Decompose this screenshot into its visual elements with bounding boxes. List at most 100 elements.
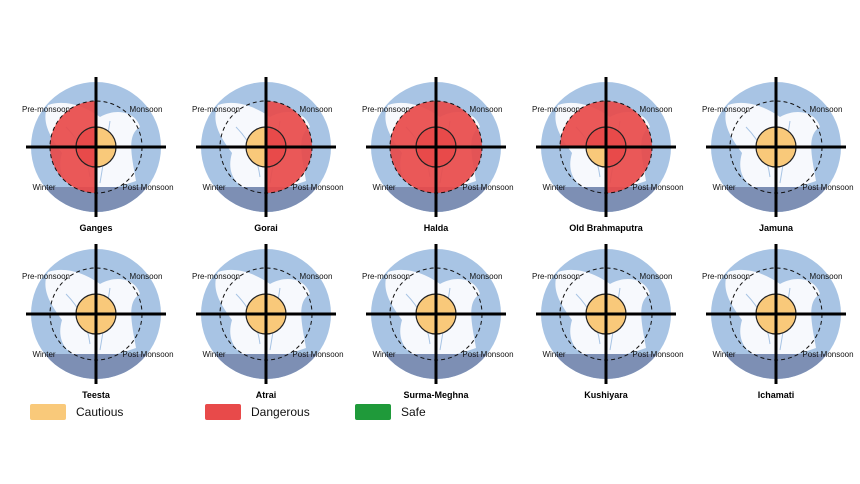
legend-item-cautious: Cautious — [30, 404, 123, 420]
panel-halda: Pre-monsoon Monsoon Winter Post Monsoon Hald… — [362, 77, 514, 233]
core-pre-monsoon — [246, 294, 266, 314]
river-name-halda: Halda — [424, 223, 450, 233]
label-post-monsoon: Post Monsoon — [292, 183, 343, 192]
core-post-monsoon — [96, 147, 116, 167]
label-pre-monsoon: Pre-monsoon — [192, 105, 240, 114]
legend-swatch-dangerous — [205, 404, 241, 420]
core-pre-monsoon — [756, 127, 776, 147]
river-name-old-brahmaputra: Old Brahmaputra — [569, 223, 644, 233]
label-post-monsoon: Post Monsoon — [122, 350, 173, 359]
label-pre-monsoon: Pre-monsoon — [362, 272, 410, 281]
core-monsoon — [436, 127, 456, 147]
river-name-jamuna: Jamuna — [759, 223, 794, 233]
core-pre-monsoon — [246, 127, 266, 147]
core-winter — [416, 147, 436, 167]
panel-ichamati: Pre-monsoon Monsoon Winter Post Monsoon Icha… — [702, 244, 854, 400]
label-winter: Winter — [202, 350, 225, 359]
core-winter — [586, 314, 606, 334]
core-monsoon — [266, 127, 286, 147]
core-post-monsoon — [606, 147, 626, 167]
river-name-ichamati: Ichamati — [758, 390, 795, 400]
label-monsoon: Monsoon — [470, 272, 503, 281]
panel-teesta: Pre-monsoon Monsoon Winter Post Monsoon Tees… — [22, 244, 174, 400]
label-pre-monsoon: Pre-monsoon — [192, 272, 240, 281]
core-monsoon — [606, 294, 626, 314]
core-monsoon — [96, 294, 116, 314]
core-winter — [756, 147, 776, 167]
river-name-atrai: Atrai — [256, 390, 277, 400]
label-winter: Winter — [712, 183, 735, 192]
core-winter — [76, 314, 96, 334]
core-post-monsoon — [266, 314, 286, 334]
legend-item-dangerous: Dangerous — [205, 404, 310, 420]
label-winter: Winter — [32, 350, 55, 359]
core-pre-monsoon — [416, 294, 436, 314]
core-post-monsoon — [776, 314, 796, 334]
core-post-monsoon — [606, 314, 626, 334]
core-winter — [246, 147, 266, 167]
label-post-monsoon: Post Monsoon — [632, 183, 683, 192]
river-name-gorai: Gorai — [254, 223, 278, 233]
panel-old-brahmaputra: Pre-monsoon Monsoon Winter Post Monsoon Old … — [532, 77, 684, 233]
core-monsoon — [436, 294, 456, 314]
core-monsoon — [776, 294, 796, 314]
legend-label-cautious: Cautious — [76, 405, 124, 419]
river-name-kushiyara: Kushiyara — [584, 390, 629, 400]
core-monsoon — [606, 127, 626, 147]
label-monsoon: Monsoon — [130, 105, 163, 114]
label-monsoon: Monsoon — [130, 272, 163, 281]
label-monsoon: Monsoon — [300, 105, 333, 114]
core-post-monsoon — [266, 147, 286, 167]
river-name-teesta: Teesta — [82, 390, 111, 400]
legend-label-safe: Safe — [401, 405, 426, 419]
label-pre-monsoon: Pre-monsoon — [532, 272, 580, 281]
river-panels: Pre-monsoon Monsoon Winter Post Monsoon Gang… — [22, 77, 854, 400]
legend-swatch-safe — [355, 404, 391, 420]
label-post-monsoon: Post Monsoon — [462, 350, 513, 359]
core-pre-monsoon — [76, 127, 96, 147]
label-monsoon: Monsoon — [470, 105, 503, 114]
legend-item-safe: Safe — [355, 404, 426, 420]
label-winter: Winter — [372, 350, 395, 359]
core-post-monsoon — [96, 314, 116, 334]
legend: Cautious Dangerous Safe — [0, 404, 860, 432]
label-post-monsoon: Post Monsoon — [802, 350, 853, 359]
label-winter: Winter — [202, 183, 225, 192]
label-post-monsoon: Post Monsoon — [122, 183, 173, 192]
label-post-monsoon: Post Monsoon — [632, 350, 683, 359]
core-post-monsoon — [776, 147, 796, 167]
panel-ganges: Pre-monsoon Monsoon Winter Post Monsoon Gang… — [22, 77, 174, 233]
label-pre-monsoon: Pre-monsoon — [702, 272, 750, 281]
core-pre-monsoon — [416, 127, 436, 147]
label-winter: Winter — [542, 350, 565, 359]
core-winter — [246, 314, 266, 334]
panel-kushiyara: Pre-monsoon Monsoon Winter Post Monsoon Kush… — [532, 244, 684, 400]
river-name-ganges: Ganges — [79, 223, 112, 233]
core-monsoon — [776, 127, 796, 147]
label-winter: Winter — [712, 350, 735, 359]
core-winter — [76, 147, 96, 167]
core-post-monsoon — [436, 147, 456, 167]
panel-atrai: Pre-monsoon Monsoon Winter Post Monsoon Atra… — [192, 244, 344, 400]
label-monsoon: Monsoon — [640, 272, 673, 281]
legend-label-dangerous: Dangerous — [251, 405, 310, 419]
panel-gorai: Pre-monsoon Monsoon Winter Post Monsoon Gora… — [192, 77, 344, 233]
core-pre-monsoon — [586, 294, 606, 314]
label-post-monsoon: Post Monsoon — [292, 350, 343, 359]
label-monsoon: Monsoon — [810, 105, 843, 114]
core-monsoon — [96, 127, 116, 147]
label-monsoon: Monsoon — [300, 272, 333, 281]
core-winter — [756, 314, 776, 334]
legend-swatch-cautious — [30, 404, 66, 420]
core-monsoon — [266, 294, 286, 314]
core-post-monsoon — [436, 314, 456, 334]
core-winter — [586, 147, 606, 167]
core-pre-monsoon — [756, 294, 776, 314]
label-winter: Winter — [542, 183, 565, 192]
label-post-monsoon: Post Monsoon — [802, 183, 853, 192]
label-pre-monsoon: Pre-monsoon — [702, 105, 750, 114]
core-winter — [416, 314, 436, 334]
label-winter: Winter — [372, 183, 395, 192]
label-post-monsoon: Post Monsoon — [462, 183, 513, 192]
